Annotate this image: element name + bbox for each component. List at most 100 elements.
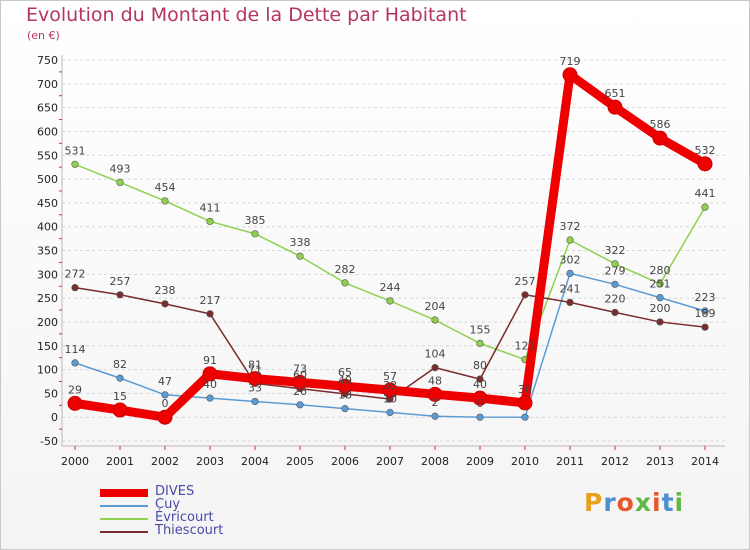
data-label-dives: 40 [473, 378, 487, 391]
data-point-thiescourt [116, 291, 124, 299]
data-label-dives: 81 [248, 359, 262, 372]
data-label-thiescourt: 80 [473, 359, 487, 372]
data-point-dives [67, 395, 83, 411]
data-label-layer: 114 82 47 40 33 26 18 10 2 0 302 279 251 223 531 493 454… [65, 55, 716, 410]
data-label-évricourt: 121 [515, 340, 536, 353]
y-tick-label: 350 [37, 245, 58, 258]
data-label-évricourt: 280 [650, 264, 671, 277]
data-label-cuy: 2 [432, 396, 439, 409]
logo-letter: x [634, 488, 652, 517]
data-label-évricourt: 338 [290, 236, 311, 249]
x-tick-label: 2013 [646, 455, 674, 468]
data-point-dives [517, 395, 533, 411]
data-point-thiescourt [476, 375, 484, 383]
data-label-thiescourt: 238 [155, 284, 176, 297]
data-point-dives [472, 390, 488, 406]
data-point-thiescourt [521, 291, 529, 299]
legend-label: Thiescourt [155, 523, 224, 538]
y-tick-label: 100 [37, 364, 58, 377]
data-label-évricourt: 372 [560, 220, 581, 233]
data-point-cuy [206, 394, 214, 402]
y-tick-label: 600 [37, 125, 58, 138]
legend-label: Cuy [155, 497, 181, 512]
data-label-cuy: 47 [158, 375, 172, 388]
data-point-dives [202, 366, 218, 382]
x-tick-label: 2008 [421, 455, 449, 468]
data-point-dives [337, 378, 353, 394]
y-tick-label: 50 [44, 387, 58, 400]
data-label-dives: 91 [203, 354, 217, 367]
x-tick-label: 2001 [106, 455, 134, 468]
data-point-cuy [566, 269, 574, 277]
legend-swatch [100, 531, 148, 533]
x-tick-label: 2004 [241, 455, 269, 468]
y-tick-label: 200 [37, 316, 58, 329]
chart-subtitle: (en €) [27, 29, 60, 42]
data-point-thiescourt [71, 284, 79, 292]
logo-letter: t [661, 488, 675, 517]
data-label-dives: 0 [162, 397, 169, 410]
logo-letter: P [584, 488, 604, 517]
data-point-dives [247, 371, 263, 387]
data-point-évricourt [431, 316, 439, 324]
y-tick-label: 400 [37, 221, 58, 234]
y-tick-label: 250 [37, 292, 58, 305]
data-point-thiescourt [656, 318, 664, 326]
data-point-évricourt [341, 279, 349, 287]
data-point-thiescourt [566, 298, 574, 307]
data-label-cuy: 302 [560, 253, 581, 266]
data-point-cuy [386, 408, 394, 417]
x-tick-label: 2010 [511, 455, 539, 468]
x-tick-label: 2009 [466, 455, 494, 468]
data-label-évricourt: 411 [200, 201, 221, 214]
data-point-évricourt [386, 297, 394, 305]
x-tick-label: 2011 [556, 455, 584, 468]
x-tick-label: 2006 [331, 455, 359, 468]
data-label-évricourt: 441 [695, 187, 716, 200]
data-point-dives [292, 374, 308, 390]
data-point-dives [607, 99, 623, 115]
data-point-évricourt [251, 230, 259, 238]
data-label-cuy: 82 [113, 358, 127, 371]
data-label-dives: 73 [293, 362, 307, 375]
data-label-évricourt: 322 [605, 244, 626, 257]
data-label-thiescourt: 71 [248, 363, 262, 376]
data-point-dives [382, 382, 398, 398]
data-label-cuy: 33 [248, 381, 262, 394]
data-label-évricourt: 204 [425, 300, 446, 313]
x-tick-label: 2003 [196, 455, 224, 468]
data-label-cuy: 18 [338, 389, 352, 402]
data-label-cuy: 223 [695, 291, 716, 304]
legend-label: DIVES [155, 484, 195, 499]
data-label-thiescourt: 189 [695, 307, 716, 320]
data-label-cuy: 279 [605, 264, 626, 277]
series-dives [67, 67, 713, 425]
data-label-thiescourt: 257 [110, 275, 131, 288]
legend-swatch [100, 489, 148, 497]
y-tick-label: 700 [37, 78, 58, 91]
data-point-cuy [521, 413, 529, 421]
data-point-cuy [656, 294, 664, 302]
data-label-thiescourt: 200 [650, 302, 671, 315]
y-tick-label: 450 [37, 197, 58, 210]
data-point-évricourt [161, 197, 169, 205]
x-tick-label: 2012 [601, 455, 629, 468]
data-label-dives: 532 [695, 144, 716, 157]
data-point-dives [652, 130, 668, 146]
data-point-dives [157, 409, 173, 425]
data-label-cuy: 10 [383, 392, 397, 405]
data-label-évricourt: 385 [245, 214, 266, 227]
data-label-thiescourt: 60 [293, 369, 307, 382]
data-point-dives [427, 386, 443, 402]
data-point-cuy [701, 307, 709, 315]
data-label-cuy: 114 [65, 343, 86, 356]
y-tick-label: 300 [37, 268, 58, 281]
data-label-évricourt: 531 [65, 144, 86, 157]
data-label-dives: 719 [560, 55, 581, 68]
data-point-évricourt [656, 280, 664, 288]
data-point-cuy [296, 401, 304, 409]
series-layer [67, 67, 713, 425]
data-point-évricourt [71, 160, 79, 168]
data-point-thiescourt [161, 300, 169, 308]
